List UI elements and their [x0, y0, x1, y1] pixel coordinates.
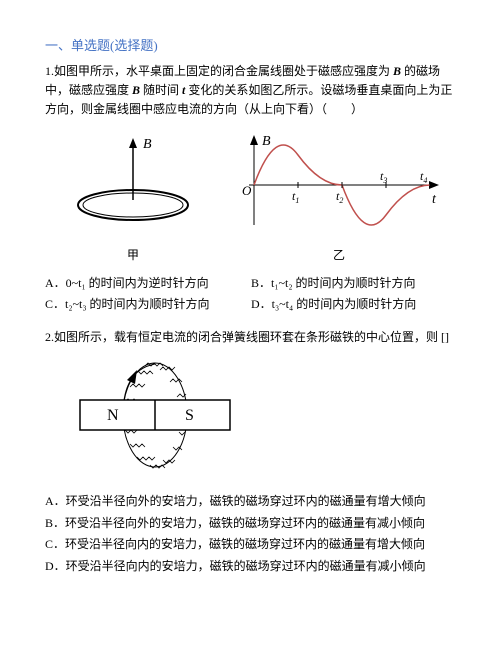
magnet-diagram: N S: [65, 362, 245, 472]
arrow-icon: [127, 370, 137, 384]
q2-option-b: B．环受沿半径向外的安培力，磁铁的磁场穿过环内的磁通量有减小倾向: [45, 513, 457, 535]
q2-number: 2.: [45, 330, 54, 344]
q2-body: 如图所示，载有恒定电流的闭合弹簧线圈环套在条形磁铁的中心位置，则 []: [54, 330, 449, 344]
q2-option-a: A．环受沿半径向外的安培力，磁铁的磁场穿过环内的磁通量有增大倾向: [45, 491, 457, 513]
q1-p1: 如图甲所示，水平桌面上固定的闭合金属线圈处于磁感应强度为: [54, 64, 393, 78]
q1-option-b: B．t₁~t₂ 的时间内为顺时针方向: [251, 273, 457, 295]
q1-options: A．0~t₁ 的时间内为逆时针方向 B．t₁~t₂ 的时间内为顺时针方向 C．t…: [45, 273, 457, 316]
question-1: 1.如图甲所示，水平桌面上固定的闭合金属线圈处于磁感应强度为 B 的磁场中，磁感…: [45, 62, 457, 120]
figure-jia: B 甲: [58, 130, 208, 263]
axis-B-label: B: [143, 137, 152, 152]
x-axis-label: t: [432, 192, 437, 207]
magnet-N: N: [107, 407, 119, 424]
q2-option-d: D．环受沿半径向内的安培力，磁铁的磁场穿过环内的磁通量有减小倾向: [45, 556, 457, 578]
q1-number: 1.: [45, 64, 54, 78]
q1-text: 1.如图甲所示，水平桌面上固定的闭合金属线圈处于磁感应强度为 B 的磁场中，磁感…: [45, 64, 452, 116]
q1-p3: 随时间: [140, 83, 182, 97]
section-title: 一、单选题(选择题): [45, 35, 457, 54]
magnet-figure: N S: [65, 362, 457, 476]
q1-option-d: D．t₃~t₄ 的时间内为顺时针方向: [251, 294, 457, 316]
origin-label: O: [242, 183, 252, 198]
y-axis-label: B: [262, 134, 271, 149]
tick-t2: t2: [336, 189, 343, 205]
question-2: 2.如图所示，载有恒定电流的闭合弹簧线圈环套在条形磁铁的中心位置，则 []: [45, 328, 457, 347]
sine-graph: B t O t1 t2 t3 t4: [234, 130, 444, 240]
tick-t4: t4: [420, 169, 427, 185]
magnet-S: S: [185, 407, 194, 424]
tick-t3: t3: [380, 169, 387, 185]
q2-text: 2.如图所示，载有恒定电流的闭合弹簧线圈环套在条形磁铁的中心位置，则 []: [45, 330, 449, 344]
fig1-label: 甲: [58, 246, 208, 263]
figure-yi: B t O t1 t2 t3 t4 乙: [234, 130, 444, 263]
q2-option-c: C．环受沿半径向内的安培力，磁铁的磁场穿过环内的磁通量有增大倾向: [45, 534, 457, 556]
q1-option-c: C．t₂~t₃ 的时间内为顺时针方向: [45, 294, 251, 316]
tick-t1: t1: [292, 189, 299, 205]
q1-option-a: A．0~t₁ 的时间内为逆时针方向: [45, 273, 251, 295]
q1-B2: B: [132, 83, 140, 97]
fig2-label: 乙: [234, 246, 444, 263]
coil-diagram: B: [58, 130, 208, 240]
q1-B1: B: [393, 64, 401, 78]
q2-options: A．环受沿半径向外的安培力，磁铁的磁场穿过环内的磁通量有增大倾向 B．环受沿半径…: [45, 491, 457, 577]
q1-figures: B 甲 B t O t1 t2 t3 t4 乙: [45, 130, 457, 263]
